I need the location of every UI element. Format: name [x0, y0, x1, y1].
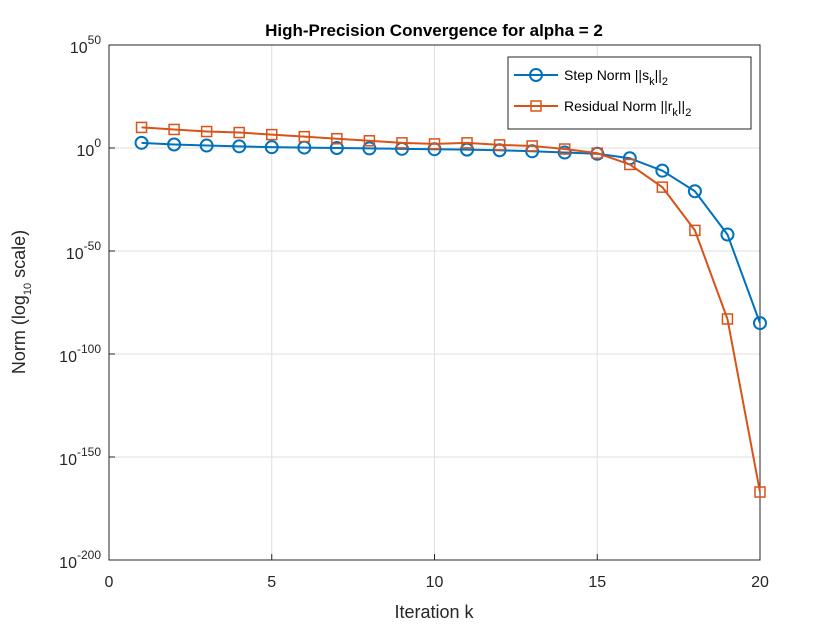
step-norm-point: [167, 137, 182, 152]
y-axis-label-prefix: Norm (log: [9, 295, 29, 374]
x-tick-label: 0: [105, 574, 114, 591]
residual-norm-point: [624, 158, 636, 171]
residual-norm-point: [168, 123, 180, 136]
legend-step-sub2: 2: [662, 76, 668, 88]
y-axis-label-sub: 10: [22, 283, 34, 295]
residual-norm-point: [135, 121, 148, 134]
legend-step-marker: [529, 68, 543, 82]
x-axis-label: Iteration k: [394, 602, 474, 622]
residual-norm-point: [233, 126, 245, 139]
legend-residual-mid: ||: [678, 98, 685, 114]
residual-norm-point: [461, 137, 473, 149]
legend-residual-label: Residual Norm ||rk||2: [564, 98, 691, 119]
residual-norm-point: [363, 135, 376, 147]
step-norm-point: [753, 316, 767, 331]
residual-norm-point: [558, 143, 571, 155]
residual-norm-point: [493, 139, 506, 151]
y-tick-label: 10-50: [66, 239, 101, 263]
y-tick-label: 1050: [70, 33, 101, 57]
residual-norm-point: [656, 181, 669, 193]
step-norm-point: [655, 163, 670, 178]
x-tick-label: 20: [751, 574, 769, 591]
legend-residual-marker: [530, 100, 542, 112]
y-tick-label: 10-150: [59, 445, 101, 469]
legend-step-label: Step Norm ||sk||2: [564, 67, 668, 88]
step-norm-point: [687, 184, 702, 199]
step-norm-point: [557, 145, 572, 160]
residual-norm-point: [200, 125, 213, 138]
y-tick-label: 10-100: [59, 342, 101, 366]
residual-norm-point: [721, 313, 734, 325]
x-ticks: 0 5 10 15 20: [105, 554, 769, 591]
residual-norm-point: [266, 128, 278, 141]
step-norm-point: [329, 141, 344, 155]
step-norm-point: [264, 140, 279, 155]
legend-step-prefix: Step Norm ||s: [564, 67, 649, 83]
residual-norm-point: [396, 137, 408, 149]
y-tick-label: 100: [77, 136, 102, 160]
residual-norm-point: [754, 486, 766, 498]
legend-residual-sub2: 2: [685, 107, 691, 119]
step-norm-point: [232, 139, 247, 154]
y-ticks: 1050 100 10-50 10-100 10-150 10-200: [59, 33, 115, 572]
y-tick-label: 10-200: [59, 548, 101, 572]
y-axis-label-suffix: scale): [9, 230, 29, 283]
legend: Step Norm ||sk||2 Residual Norm ||rk||2: [507, 56, 752, 130]
x-tick-label: 10: [426, 574, 444, 591]
legend-residual-sub: k: [672, 107, 678, 119]
residual-norm-point: [331, 132, 343, 145]
chart-title: High-Precision Convergence for alpha = 2: [265, 21, 603, 40]
step-norm-point: [134, 135, 149, 150]
legend-box: [507, 56, 752, 130]
residual-norm-point: [689, 224, 701, 237]
residual-norm-point: [298, 130, 311, 143]
step-norm-point: [199, 138, 214, 153]
x-tick-label: 15: [588, 574, 606, 591]
residual-norm-point: [591, 147, 603, 159]
legend-step-mid: ||: [655, 67, 662, 83]
series-group: [134, 121, 767, 498]
y-axis-label: Norm (log10 scale): [9, 230, 34, 374]
residual-norm-point: [526, 140, 538, 152]
step-norm-point: [720, 227, 735, 242]
residual-norm-point: [428, 138, 441, 150]
step-norm-point: [362, 141, 377, 156]
legend-step-sub: k: [649, 76, 655, 88]
x-tick-label: 5: [267, 574, 276, 591]
legend-residual-prefix: Residual Norm ||r: [564, 98, 673, 114]
